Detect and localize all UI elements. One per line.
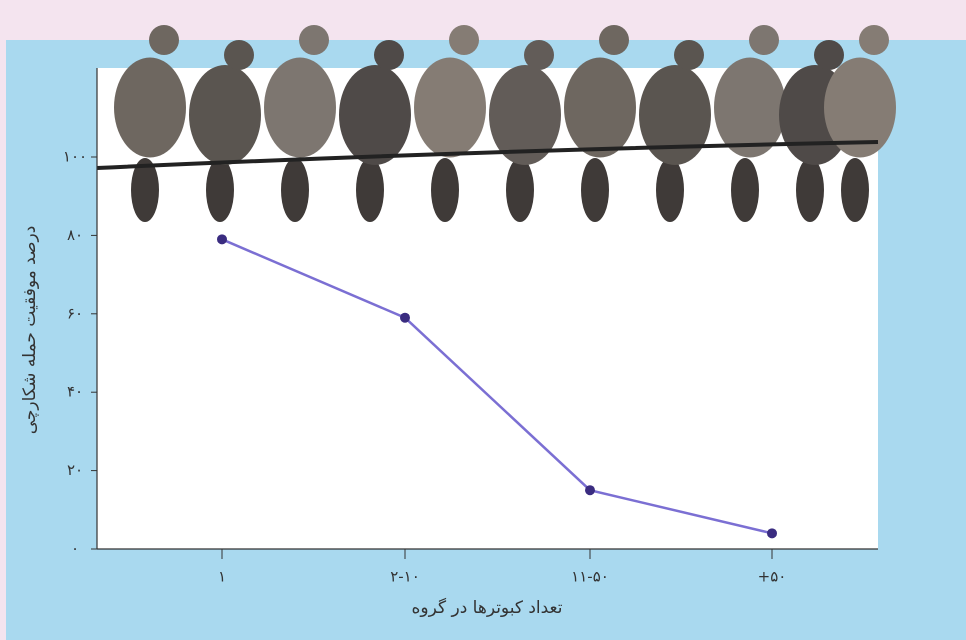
pigeon-body (189, 65, 261, 165)
x-tick-label: +۵۰ (758, 568, 787, 586)
data-line (221, 238, 773, 535)
pigeon-body (114, 57, 186, 158)
data-point (400, 312, 410, 323)
pigeon-head (224, 40, 254, 70)
pigeon-body (414, 57, 486, 158)
pigeon-tail (281, 158, 309, 222)
x-tick-label: ۱۱-۵۰ (571, 568, 609, 586)
pigeon-body (489, 65, 561, 165)
pigeon-body (824, 57, 896, 158)
x-tick-label: ۲-۱۰ (390, 568, 420, 586)
pigeon-tail (581, 158, 609, 222)
pigeon-head (859, 25, 889, 55)
pigeon-head (524, 40, 554, 70)
pigeon-tail (656, 158, 684, 222)
pigeon-head (449, 25, 479, 55)
pigeon-body (339, 65, 411, 165)
y-tick-label: ۸۰ (67, 226, 83, 244)
pigeon-tail (506, 158, 534, 222)
pigeon-tail (206, 158, 234, 222)
y-tick-label: ۰ (71, 540, 79, 558)
y-tick-label: ۱۰۰ (63, 148, 87, 166)
pigeon-body (564, 57, 636, 158)
pigeon-tail (131, 158, 159, 222)
pigeons (96, 25, 896, 222)
pigeon-head (149, 25, 179, 55)
data-point (217, 234, 227, 245)
x-axis-label: تعداد کبوترها در گروه (412, 597, 563, 618)
pigeon-tail (796, 158, 824, 222)
pigeon-body (264, 57, 336, 158)
x-tick-label: ۱ (218, 568, 226, 586)
pigeon-head (599, 25, 629, 55)
y-tick-label: ۲۰ (67, 461, 83, 479)
y-tick-label: ۶۰ (67, 304, 83, 322)
pigeon-head (749, 25, 779, 55)
pigeon-tail (356, 158, 384, 222)
pigeon-head (674, 40, 704, 70)
data-point (767, 528, 777, 539)
pigeon-body (639, 65, 711, 165)
pigeon-head (814, 40, 844, 70)
pigeon-head (299, 25, 329, 55)
pigeon-tail (841, 158, 869, 222)
pigeon-tail (431, 158, 459, 222)
pigeon-body (714, 57, 786, 158)
data-point (585, 485, 595, 496)
y-tick-label: ۴۰ (67, 383, 83, 401)
y-axis-label: درصد موفقیت حمله شکارچی (20, 226, 40, 435)
pigeon-tail (731, 158, 759, 222)
wire (96, 140, 879, 170)
pigeon-head (374, 40, 404, 70)
